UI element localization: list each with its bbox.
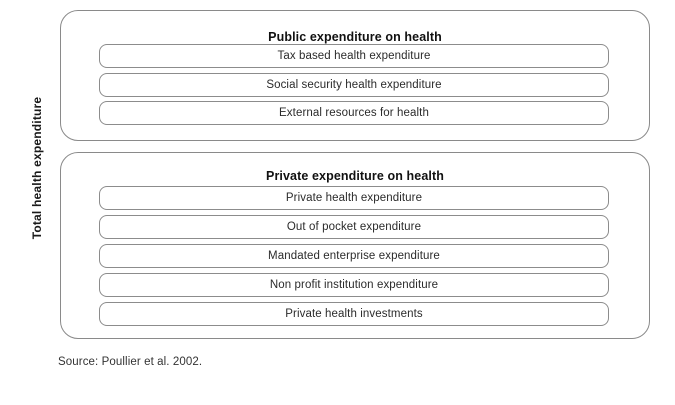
- expenditure-item-box: Social security health expenditure: [99, 72, 609, 97]
- expenditure-item-box: Private health investments: [99, 302, 609, 326]
- expenditure-item-box: Private health expenditure: [99, 186, 609, 210]
- private-expenditure-group-box: Private expenditure on health Private he…: [60, 152, 650, 339]
- expenditure-item-box: Out of pocket expenditure: [99, 215, 609, 239]
- public-expenditure-group-box: Public expenditure on health Tax based h…: [60, 10, 650, 141]
- source-note: Source: Poullier et al. 2002.: [58, 356, 203, 368]
- total-health-expenditure-label: Total health expenditure: [30, 96, 44, 240]
- public-group-title: Public expenditure on health: [268, 30, 442, 44]
- expenditure-item-box: Mandated enterprise expenditure: [99, 244, 609, 268]
- private-group-items: Private health expenditure Out of pocket …: [99, 186, 609, 326]
- expenditure-item-box: Non profit institution expenditure: [99, 273, 609, 297]
- private-group-title: Private expenditure on health: [266, 169, 444, 183]
- expenditure-item-box: External resources for health: [99, 101, 609, 125]
- expenditure-item-box: Tax based health expenditure: [99, 44, 609, 68]
- public-group-items: Tax based health expenditure Social secur…: [99, 44, 609, 125]
